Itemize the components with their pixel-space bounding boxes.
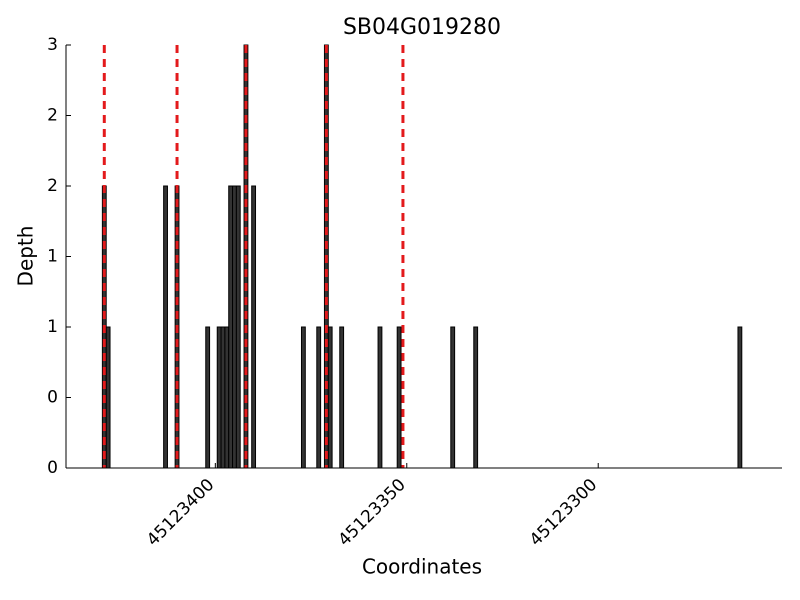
- x-axis-label: Coordinates: [362, 555, 482, 579]
- x-tick-label: 45123400: [143, 475, 218, 550]
- bar: [216, 326, 222, 469]
- y-axis-label: Depth: [14, 226, 38, 287]
- y-tick-label: 1: [47, 317, 58, 337]
- bar: [235, 185, 241, 469]
- x-tick-label: 45123350: [335, 475, 410, 550]
- bar: [300, 326, 306, 469]
- bar: [377, 326, 383, 469]
- bar: [232, 185, 237, 469]
- bar: [205, 326, 211, 469]
- x-tick-label: 45123300: [526, 475, 601, 550]
- bar: [339, 326, 345, 469]
- y-tick-label: 2: [47, 106, 58, 126]
- bar: [220, 326, 226, 469]
- bar: [228, 185, 234, 469]
- bar: [105, 326, 111, 469]
- bar: [737, 326, 743, 469]
- bar: [224, 326, 230, 469]
- bar: [396, 326, 402, 469]
- bar: [450, 326, 456, 469]
- y-tick-label: 3: [47, 35, 58, 55]
- bar: [316, 326, 322, 469]
- y-tick-label: 0: [47, 388, 58, 408]
- chart-title: SB04G019280: [343, 15, 501, 40]
- bar: [163, 185, 168, 469]
- y-tick-label: 0: [47, 458, 58, 478]
- bar: [251, 185, 257, 469]
- bar: [327, 326, 333, 469]
- bar: [473, 326, 479, 469]
- y-tick-label: 1: [47, 247, 58, 267]
- y-tick-label: 2: [47, 176, 58, 196]
